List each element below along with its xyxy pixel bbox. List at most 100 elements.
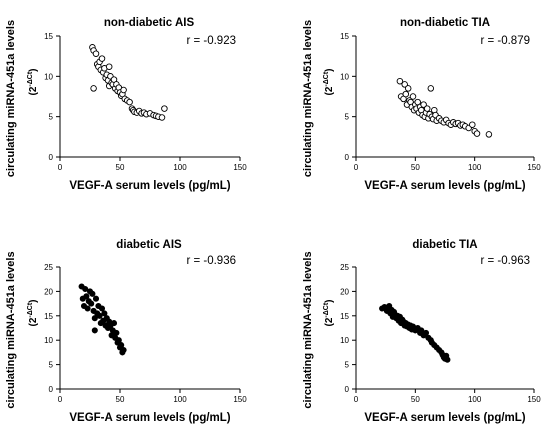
x-tick-label: 50 — [116, 395, 125, 404]
panel-title: diabetic AIS — [116, 239, 182, 251]
data-point — [82, 285, 89, 293]
data-point — [101, 310, 108, 317]
y-unit-exponent: -ΔCt — [27, 71, 34, 86]
data-point — [118, 342, 125, 349]
x-tick-label: 50 — [116, 163, 125, 172]
y-axis-label: circulating miRNA-451a levels — [302, 20, 314, 177]
y-tick-label: 10 — [44, 336, 53, 345]
data-point — [120, 346, 127, 354]
data-point — [90, 85, 97, 92]
y-unit-exponent: -ΔCt — [323, 302, 330, 317]
y-axis-unit: (2-ΔCt) — [27, 69, 39, 96]
x-tick-label: 150 — [527, 163, 541, 172]
x-tick-label: 50 — [411, 395, 420, 404]
y-tick-label: 15 — [44, 32, 53, 41]
x-axis-label: VEGF-A serum levels (pg/mL) — [69, 412, 230, 424]
data-point — [88, 300, 95, 307]
data-point — [92, 295, 100, 302]
panel-title: diabetic TIA — [412, 239, 477, 251]
data-point — [83, 293, 90, 300]
y-tick-label: 15 — [44, 312, 53, 321]
y-tick-label: 15 — [340, 312, 349, 321]
correlation-label: r = -0.923 — [186, 35, 236, 47]
correlation-label: r = -0.936 — [186, 255, 236, 267]
data-point — [96, 312, 103, 319]
x-tick-label: 0 — [58, 163, 63, 172]
y-unit-close: ) — [28, 300, 39, 303]
data-point — [427, 85, 435, 92]
x-axis-label: VEGF-A serum levels (pg/mL) — [364, 412, 525, 424]
data-point — [402, 90, 410, 98]
data-point — [473, 130, 481, 137]
x-tick-label: 100 — [173, 395, 187, 404]
y-axis-unit: (2-ΔCt) — [27, 300, 39, 327]
y-tick-label: 5 — [345, 361, 350, 370]
scatter-panel-3: 0 5 10 15 20 25 0 50 100 150 diabetic AIS r = -0.93… — [5, 239, 247, 424]
data-point — [92, 50, 100, 57]
data-point — [89, 290, 96, 297]
x-tick-label: 150 — [233, 163, 247, 172]
y-tick-label: 0 — [345, 153, 350, 162]
data-point — [91, 315, 98, 322]
data-point — [126, 98, 133, 106]
panel-title: non-diabetic TIA — [400, 17, 490, 29]
x-tick-label: 100 — [468, 395, 482, 404]
y-tick-label: 0 — [49, 153, 54, 162]
y-unit-close: ) — [28, 69, 39, 72]
x-tick-label: 150 — [233, 395, 247, 404]
y-tick-label: 5 — [49, 113, 54, 122]
y-tick-label: 20 — [44, 287, 53, 296]
y-tick-label: 25 — [44, 263, 53, 272]
data-point — [158, 114, 166, 121]
data-point — [113, 329, 120, 336]
correlation-label: r = -0.879 — [480, 35, 530, 47]
x-tick-label: 50 — [411, 163, 420, 172]
x-tick-label: 150 — [527, 395, 541, 404]
x-tick-label: 0 — [58, 395, 63, 404]
y-tick-label: 10 — [44, 72, 53, 81]
panel-title: non-diabetic AIS — [104, 17, 195, 29]
y-tick-label: 25 — [340, 263, 349, 272]
data-point — [115, 337, 122, 344]
data-point — [409, 93, 417, 100]
y-unit-base: (2 — [324, 86, 335, 95]
x-tick-label: 100 — [173, 163, 187, 172]
y-axis-unit: (2-ΔCt) — [323, 300, 335, 327]
correlation-label: r = -0.963 — [480, 255, 530, 267]
x-tick-label: 100 — [468, 163, 482, 172]
data-point — [420, 101, 427, 108]
y-axis-label: circulating miRNA-451a levels — [5, 251, 17, 408]
data-point — [106, 318, 113, 325]
y-tick-label: 10 — [340, 72, 349, 81]
y-axis-label: circulating miRNA-451a levels — [5, 20, 17, 177]
x-tick-label: 0 — [354, 163, 359, 172]
data-point — [98, 55, 106, 62]
y-unit-close: ) — [324, 69, 335, 72]
y-tick-label: 20 — [340, 287, 349, 296]
data-point — [485, 131, 493, 138]
x-tick-label: 0 — [354, 395, 359, 404]
data-point — [418, 327, 425, 334]
data-point — [105, 63, 113, 70]
y-unit-base: (2 — [28, 86, 39, 95]
data-point — [404, 85, 412, 92]
y-unit-base: (2 — [28, 317, 39, 326]
y-axis-label: circulating miRNA-451a levels — [302, 251, 314, 408]
y-tick-label: 15 — [340, 32, 349, 41]
y-axis-unit: (2-ΔCt) — [323, 69, 335, 96]
x-axis-label: VEGF-A serum levels (pg/mL) — [69, 180, 230, 192]
data-point — [401, 81, 408, 88]
data-point — [98, 305, 106, 312]
y-tick-label: 5 — [345, 113, 350, 122]
data-point — [396, 77, 404, 85]
data-point — [469, 121, 476, 128]
data-point — [422, 329, 430, 336]
data-point — [84, 305, 91, 312]
y-tick-label: 0 — [345, 385, 350, 394]
data-point — [120, 86, 127, 94]
y-tick-label: 10 — [340, 336, 349, 345]
